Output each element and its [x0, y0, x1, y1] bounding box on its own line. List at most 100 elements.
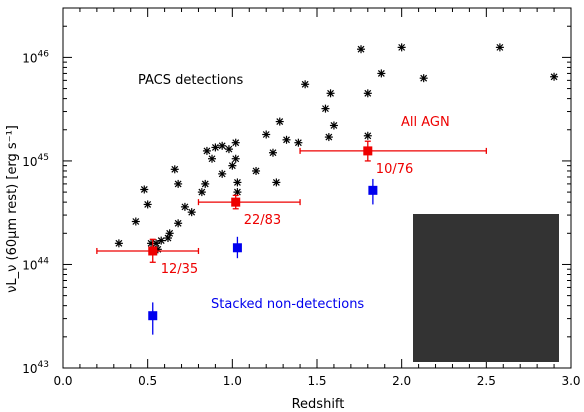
all-agn-point	[197, 194, 301, 210]
detection-point	[233, 178, 242, 187]
detection-point-stroke	[174, 180, 182, 188]
detection-point-stroke	[262, 131, 270, 138]
stacked-point	[148, 302, 158, 335]
detection-point-stroke	[233, 188, 241, 196]
detection-point	[224, 145, 233, 154]
detection-point-stroke	[377, 70, 385, 77]
y-tick-label: 1045	[22, 153, 49, 169]
detection-point	[268, 148, 277, 157]
detection-point-stroke	[228, 162, 236, 170]
all-agn-marker	[231, 197, 241, 207]
detection-point	[294, 138, 303, 147]
detection-point-stroke	[201, 180, 209, 188]
detection-point-stroke	[166, 229, 174, 237]
x-tick-label: 1.0	[223, 374, 242, 388]
y-tick-label: 1044	[22, 256, 49, 272]
x-tick-label: 3.0	[561, 374, 580, 388]
detection-point-stroke	[327, 89, 334, 97]
detection-point	[174, 219, 183, 228]
detection-point	[211, 143, 220, 152]
annotation-pacs-detections: PACS detections	[138, 73, 244, 88]
detection-point-stroke	[211, 144, 219, 151]
x-axis-label: Redshift	[292, 397, 345, 412]
detection-point	[495, 43, 504, 52]
annotation-stacked-non-detections: Stacked non-detections	[211, 297, 364, 312]
all-agn-fraction-label: 10/76	[376, 162, 413, 177]
detection-point	[208, 154, 217, 163]
detection-point-stroke	[208, 155, 216, 163]
y-axis-ticks: 1043 1044 1045 1046	[22, 7, 571, 376]
detection-point-stroke	[301, 80, 309, 88]
detection-point-stroke	[330, 122, 338, 129]
detection-point	[321, 104, 330, 113]
detection-point	[550, 72, 559, 81]
detection-point	[157, 236, 166, 245]
detection-point-stroke	[398, 43, 406, 51]
detection-point-stroke	[364, 89, 372, 97]
annotation-all-agn: All AGN	[401, 115, 450, 130]
detection-point-stroke	[420, 74, 428, 82]
detection-point	[218, 169, 227, 178]
detection-point-stroke	[496, 43, 504, 51]
x-tick-label: 1.5	[307, 374, 326, 388]
detection-point-stroke	[232, 139, 240, 147]
stacked-point	[232, 236, 242, 259]
detection-point-stroke	[152, 239, 160, 247]
detection-point-stroke	[232, 155, 240, 163]
detection-point	[131, 217, 140, 226]
series-pacs-detections	[114, 43, 559, 254]
detection-point-stroke	[294, 139, 302, 147]
stacked-point	[368, 178, 378, 205]
all-agn-fraction-label: 22/83	[244, 213, 281, 228]
series-all-agn: 12/35 22/83 10/76	[96, 140, 487, 277]
detection-point	[363, 131, 372, 140]
detection-point	[140, 185, 149, 194]
detection-point-stroke	[364, 132, 372, 140]
detection-point-stroke	[325, 133, 333, 141]
detection-point	[170, 165, 179, 174]
detection-point-stroke	[322, 105, 329, 113]
detection-point	[272, 178, 281, 187]
detection-point	[326, 89, 335, 98]
all-agn-fraction-label: 12/35	[161, 262, 198, 277]
x-tick-label: 2.5	[477, 374, 496, 388]
detection-point-stroke	[144, 201, 152, 208]
stacked-image-inset	[413, 214, 559, 362]
detection-point-stroke	[252, 167, 260, 175]
stacked-marker	[232, 243, 242, 253]
detection-point	[165, 229, 174, 238]
detection-point-stroke	[283, 136, 290, 144]
detection-point	[377, 69, 386, 78]
all-agn-marker	[148, 246, 158, 256]
detection-point-stroke	[157, 237, 165, 245]
detection-point-stroke	[218, 170, 226, 178]
detection-point-stroke	[174, 219, 182, 227]
detection-point	[114, 239, 123, 248]
detection-point	[357, 45, 366, 54]
y-tick-label: 1043	[22, 360, 49, 376]
x-tick-label: 0.0	[53, 374, 72, 388]
detection-point	[324, 133, 333, 142]
detection-point	[231, 154, 240, 163]
detection-point	[187, 208, 196, 217]
all-agn-marker	[363, 146, 373, 156]
detection-point-stroke	[233, 179, 241, 186]
detection-point	[262, 130, 271, 139]
detection-point-stroke	[218, 142, 226, 150]
detection-point-stroke	[140, 186, 148, 193]
all-agn-point	[299, 140, 487, 162]
detection-point	[228, 161, 237, 170]
detection-point	[174, 179, 183, 188]
detection-point	[275, 117, 284, 126]
detection-point	[419, 74, 428, 83]
detection-point-stroke	[550, 73, 558, 81]
detection-point-stroke	[181, 203, 189, 211]
all-agn-point	[96, 238, 200, 263]
detection-point	[363, 89, 372, 98]
x-tick-label: 0.5	[138, 374, 157, 388]
detection-point	[202, 146, 211, 155]
detection-point-stroke	[269, 149, 277, 157]
detection-point	[180, 202, 189, 211]
detection-point-stroke	[171, 165, 179, 173]
